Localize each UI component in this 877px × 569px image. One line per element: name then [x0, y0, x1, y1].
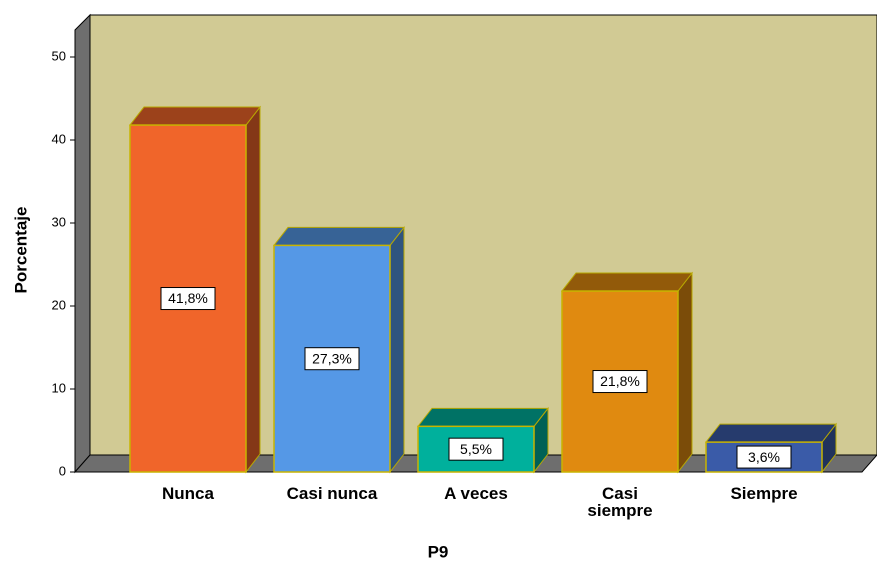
y-tick-label: 50 [52, 48, 66, 63]
x-tick-label: Siempre [730, 484, 798, 503]
bar-top [128, 106, 262, 126]
value-label-box [304, 347, 360, 371]
bar-side [677, 271, 693, 474]
bar-side [245, 105, 261, 474]
x-tick-label: Nunca [162, 484, 214, 503]
x-axis-label: P9 [428, 542, 449, 561]
y-axis-label: Porcentaje [11, 207, 30, 294]
y-tick-label: 0 [59, 463, 66, 478]
value-label: 21,8% [600, 373, 640, 389]
value-label: 3,6% [748, 449, 780, 465]
x-tick-label: A veces [444, 484, 508, 503]
value-label-box [160, 287, 216, 311]
bar-top [416, 407, 550, 427]
y-tick-label: 20 [52, 297, 66, 312]
bar-top [560, 272, 694, 292]
bar-top [704, 423, 838, 443]
y-tick-label: 40 [52, 131, 66, 146]
value-label: 27,3% [312, 350, 352, 366]
value-label-box [448, 437, 504, 461]
value-label-box [736, 445, 792, 469]
y-tick-label: 30 [52, 214, 66, 229]
value-label: 5,5% [460, 441, 492, 457]
value-label: 41,8% [168, 290, 208, 306]
y-tick-label: 10 [52, 380, 66, 395]
x-tick-label: Casi nunca [286, 484, 378, 503]
bar-top [272, 226, 406, 246]
x-tick-label: Casi siempre [587, 484, 653, 520]
left-wall [74, 13, 91, 474]
bar-side [389, 225, 405, 474]
value-label-box [592, 370, 648, 394]
